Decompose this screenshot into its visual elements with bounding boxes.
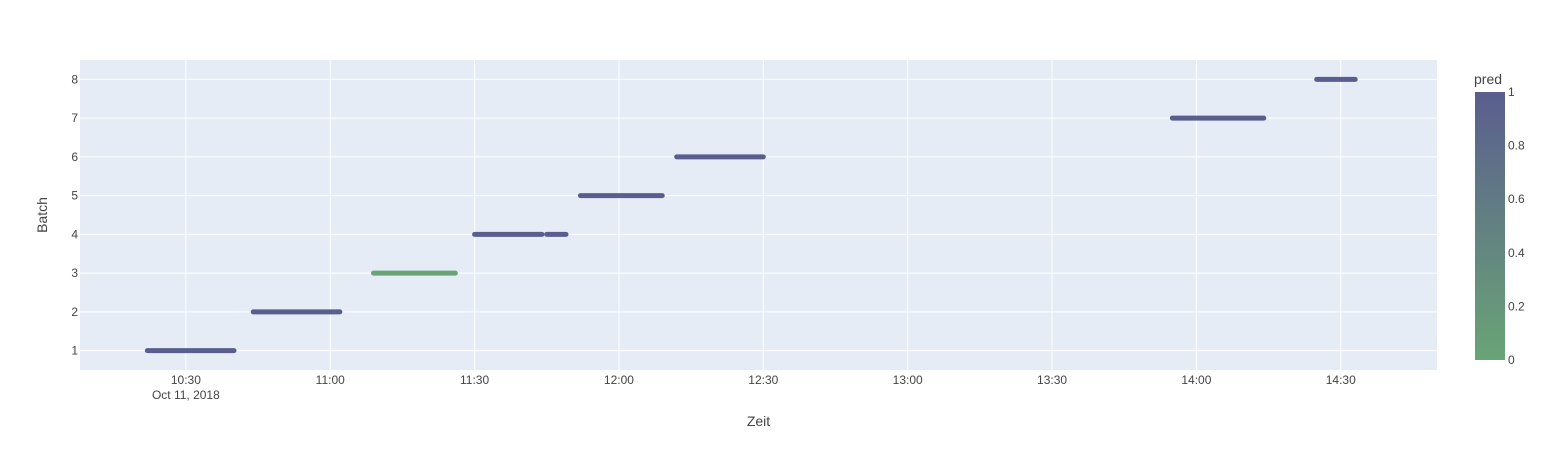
colorbar-tick-label: 1 — [1508, 85, 1515, 99]
x-tick-label: 13:00 — [893, 373, 923, 387]
y-axis-ticks: 1 2 3 4 5 6 7 8 — [71, 72, 78, 357]
y-tick-label: 7 — [71, 111, 78, 125]
colorbar-tick-label: 0.6 — [1508, 192, 1525, 206]
x-tick-label: 13:30 — [1037, 373, 1067, 387]
colorbar-tick-label: 0.4 — [1508, 246, 1525, 260]
plot-area — [80, 60, 1437, 370]
x-tick-label: 11:30 — [460, 373, 489, 387]
y-tick-label: 8 — [71, 72, 78, 86]
colorbar-title: pred — [1474, 71, 1502, 87]
x-tick-label: 12:30 — [748, 373, 778, 387]
y-tick-label: 4 — [71, 227, 78, 241]
x-tick-label: 11:00 — [316, 373, 345, 387]
y-tick-label: 6 — [71, 150, 78, 164]
x-tick-label: 10:30 — [171, 373, 201, 387]
y-axis-title: Batch — [34, 197, 50, 233]
colorbar-tick-label: 0 — [1508, 353, 1515, 367]
colorbar: pred 0 0.2 0.4 0.6 0.8 1 — [1474, 71, 1525, 367]
y-tick-label: 3 — [71, 266, 78, 280]
y-tick-label: 2 — [71, 305, 78, 319]
x-axis-title: Zeit — [747, 413, 770, 429]
x-date-label: Oct 11, 2018 — [152, 388, 220, 402]
y-tick-label: 1 — [71, 344, 78, 358]
colorbar-tick-label: 0.8 — [1508, 139, 1525, 153]
colorbar-gradient — [1475, 92, 1505, 360]
x-tick-label: 14:00 — [1181, 373, 1211, 387]
y-tick-label: 5 — [71, 189, 78, 203]
x-tick-label: 12:00 — [604, 373, 634, 387]
colorbar-ticks: 0 0.2 0.4 0.6 0.8 1 — [1508, 85, 1525, 367]
colorbar-tick-label: 0.2 — [1508, 299, 1525, 313]
x-axis-ticks: 10:30 11:00 11:30 12:00 12:30 13:00 13:30 14:00… — [171, 373, 1356, 387]
data-segments — [144, 76, 1358, 354]
x-tick-label: 14:30 — [1326, 373, 1356, 387]
